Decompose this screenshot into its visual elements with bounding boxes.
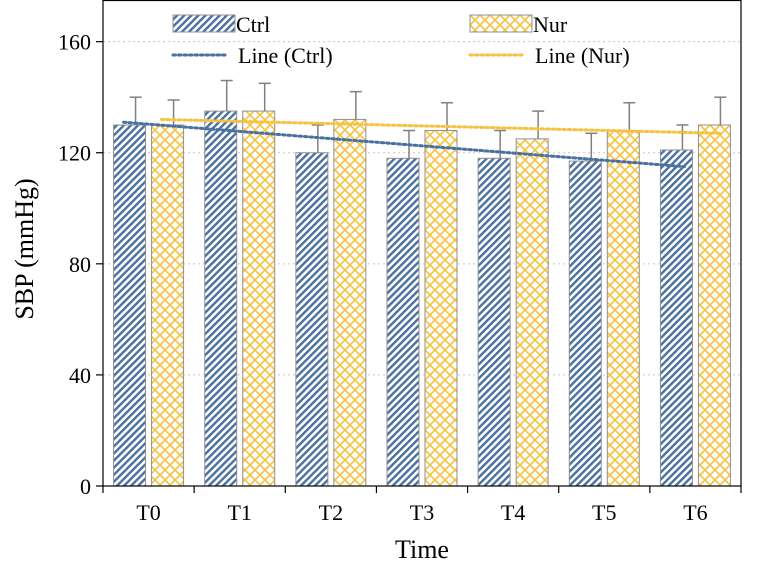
legend-swatch-ctrl <box>172 14 236 33</box>
bar-nur <box>424 130 458 487</box>
x-tick-label: T4 <box>501 500 525 525</box>
bar-nur <box>697 124 731 487</box>
bar-ctrl <box>477 157 511 487</box>
bars <box>113 110 731 487</box>
bar-nur <box>606 130 640 487</box>
bar-nur <box>515 138 549 487</box>
y-axis-title: SBP (mmHg) <box>10 178 39 319</box>
y-tick-label: 40 <box>69 363 91 388</box>
y-tick-label: 160 <box>58 30 91 55</box>
y-tick-label: 120 <box>58 141 91 166</box>
x-axis-title: Time <box>395 535 449 562</box>
y-tick-label: 80 <box>69 252 91 277</box>
x-tick-label: T3 <box>410 500 434 525</box>
x-tick-label: T1 <box>227 500 251 525</box>
bar-ctrl <box>659 149 693 487</box>
legend-line-label-ctrl: Line (Ctrl) <box>238 43 333 68</box>
trendline-ctrl <box>122 120 686 169</box>
x-tick-label: T6 <box>683 500 707 525</box>
x-tick-label: T5 <box>592 500 616 525</box>
x-tick-label: T0 <box>136 500 160 525</box>
bar-nur <box>151 124 185 487</box>
axes: 0 40 80 120 160 T0 T1 T2 T3 T4 T5 T6 Time SBP (mmHg) <box>10 0 742 562</box>
x-tick-label: T2 <box>319 500 343 525</box>
y-tick-label: 0 <box>80 474 91 499</box>
bar-ctrl <box>295 152 329 487</box>
plot-frame <box>102 0 742 487</box>
bar-nur <box>333 118 367 487</box>
bar-ctrl <box>568 160 602 487</box>
legend: Ctrl Nur Line (Ctrl) Line (Nur) <box>171 12 630 68</box>
trendline-nur <box>160 117 722 135</box>
bar-ctrl <box>113 124 147 487</box>
gridlines <box>103 41 741 376</box>
trendlines <box>122 117 722 169</box>
bar-nur <box>242 110 276 487</box>
legend-swatch-nur <box>469 14 533 33</box>
legend-label-nur: Nur <box>533 12 568 37</box>
bar-ctrl <box>204 110 238 487</box>
legend-line-label-nur: Line (Nur) <box>535 43 630 68</box>
bar-ctrl <box>386 157 420 487</box>
legend-label-ctrl: Ctrl <box>236 12 270 37</box>
